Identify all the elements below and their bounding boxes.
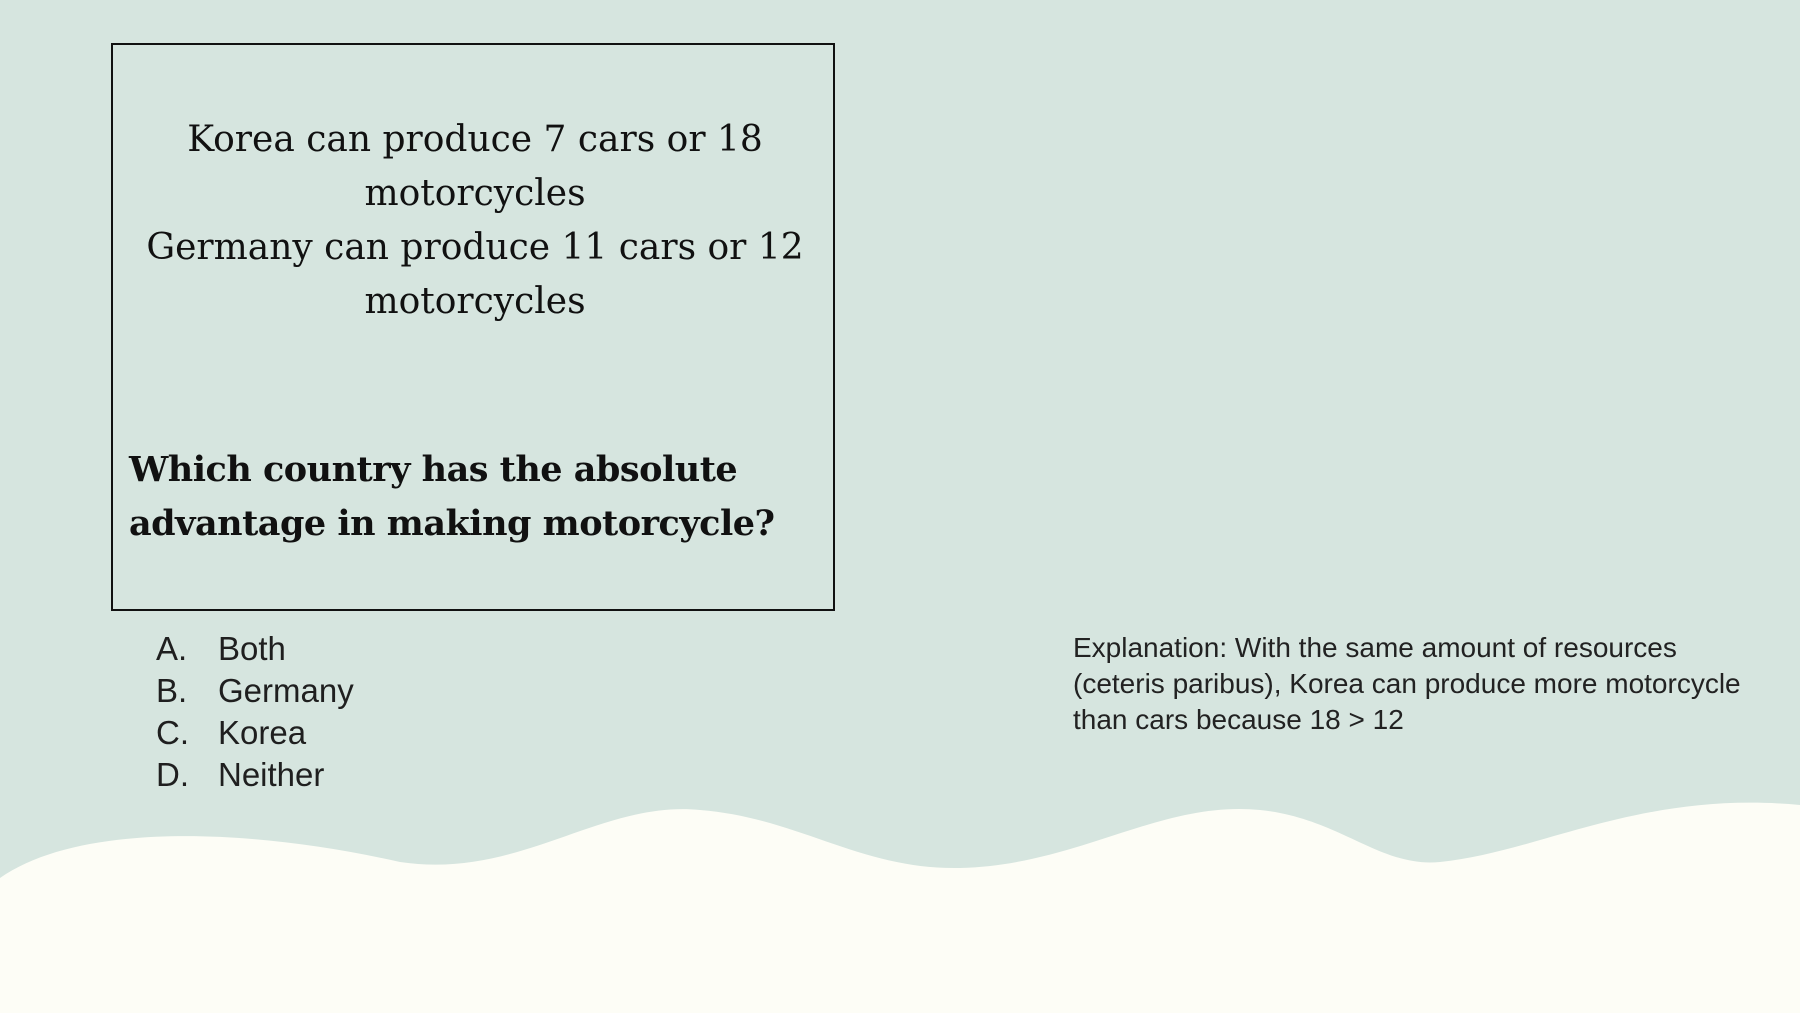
answer-letter: A. [156,630,188,667]
answer-option-d: D. Neither [156,754,354,796]
explanation-text: Explanation: With the same amount of res… [1073,632,1741,735]
answer-text: Germany [218,672,354,709]
answer-option-c: C. Korea [156,712,354,754]
answer-text: Neither [218,756,325,793]
answer-text: Korea [218,714,307,751]
wave-shape [0,802,1800,1013]
answer-letter: D. [156,756,189,793]
fact-korea: Korea can produce 7 cars or 18 motorcycl… [187,119,763,214]
answer-option-a: A. Both [156,628,354,670]
answer-letter: C. [156,714,189,751]
fact-germany: Germany can produce 11 cars or 12 motorc… [146,227,804,322]
answer-option-b: B. Germany [156,670,354,712]
question-box: Korea can produce 7 cars or 18 motorcycl… [111,43,835,611]
answer-list: A. Both B. Germany C. Korea D. Neither [156,628,354,796]
answer-letter: B. [156,672,188,709]
facts-text: Korea can produce 7 cars or 18 motorcycl… [143,113,807,329]
answer-text: Both [218,630,286,667]
question-text: Which country has the absolute advantage… [129,449,775,544]
